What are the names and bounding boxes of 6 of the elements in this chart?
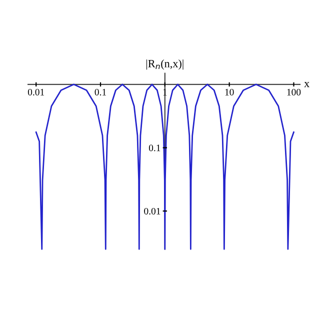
- x-axis-title: x: [304, 82, 310, 88]
- x-tick-label: 100: [287, 88, 301, 96]
- y-axis-title: |R$_{n}$(n,x)|: [146, 60, 184, 70]
- x-tick-label: 0.01: [28, 88, 44, 96]
- x-tick-label: 10: [225, 88, 234, 96]
- x-tick-label: 0.1: [94, 88, 106, 96]
